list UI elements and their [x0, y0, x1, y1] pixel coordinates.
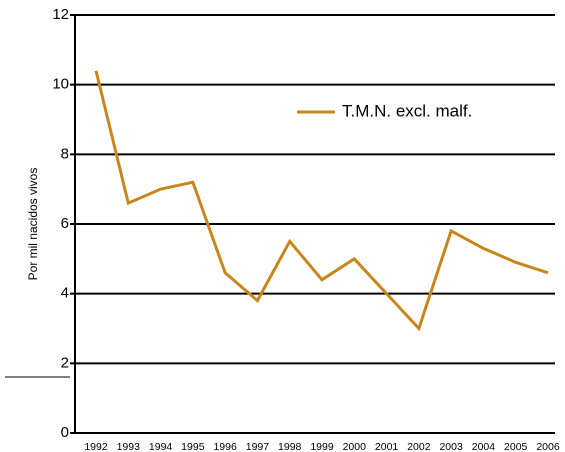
x-tick-label: 1994 — [149, 441, 173, 452]
x-tick-label: 1998 — [278, 441, 302, 452]
y-tick-label: 6 — [61, 215, 69, 232]
y-tick-label: 0 — [61, 424, 69, 441]
x-tick-label: 1995 — [181, 441, 205, 452]
x-tick-label: 2004 — [472, 441, 496, 452]
x-tick-label: 1996 — [213, 441, 237, 452]
x-tick-label: 2006 — [536, 441, 560, 452]
y-tick-label: 2 — [61, 354, 69, 371]
y-tick-label: 10 — [52, 76, 69, 93]
y-tick-label: 8 — [61, 145, 69, 162]
y-axis-label: Por mil nacidos vivos — [26, 168, 40, 281]
x-tick-label: 2002 — [407, 441, 431, 452]
x-tick-label: 1999 — [310, 441, 334, 452]
legend-label: T.M.N. excl. malf. — [342, 101, 472, 120]
x-tick-label: 2000 — [343, 441, 367, 452]
x-tick-label: 2003 — [439, 441, 463, 452]
x-tick-label: 1992 — [84, 441, 108, 452]
x-tick-label: 2001 — [375, 441, 399, 452]
x-tick-label: 2005 — [504, 441, 528, 452]
y-tick-label: 4 — [61, 285, 69, 302]
y-tick-label: 12 — [52, 6, 69, 23]
x-tick-label: 1997 — [246, 441, 270, 452]
data-line — [94, 70, 549, 332]
x-tick-label: 1993 — [117, 441, 141, 452]
